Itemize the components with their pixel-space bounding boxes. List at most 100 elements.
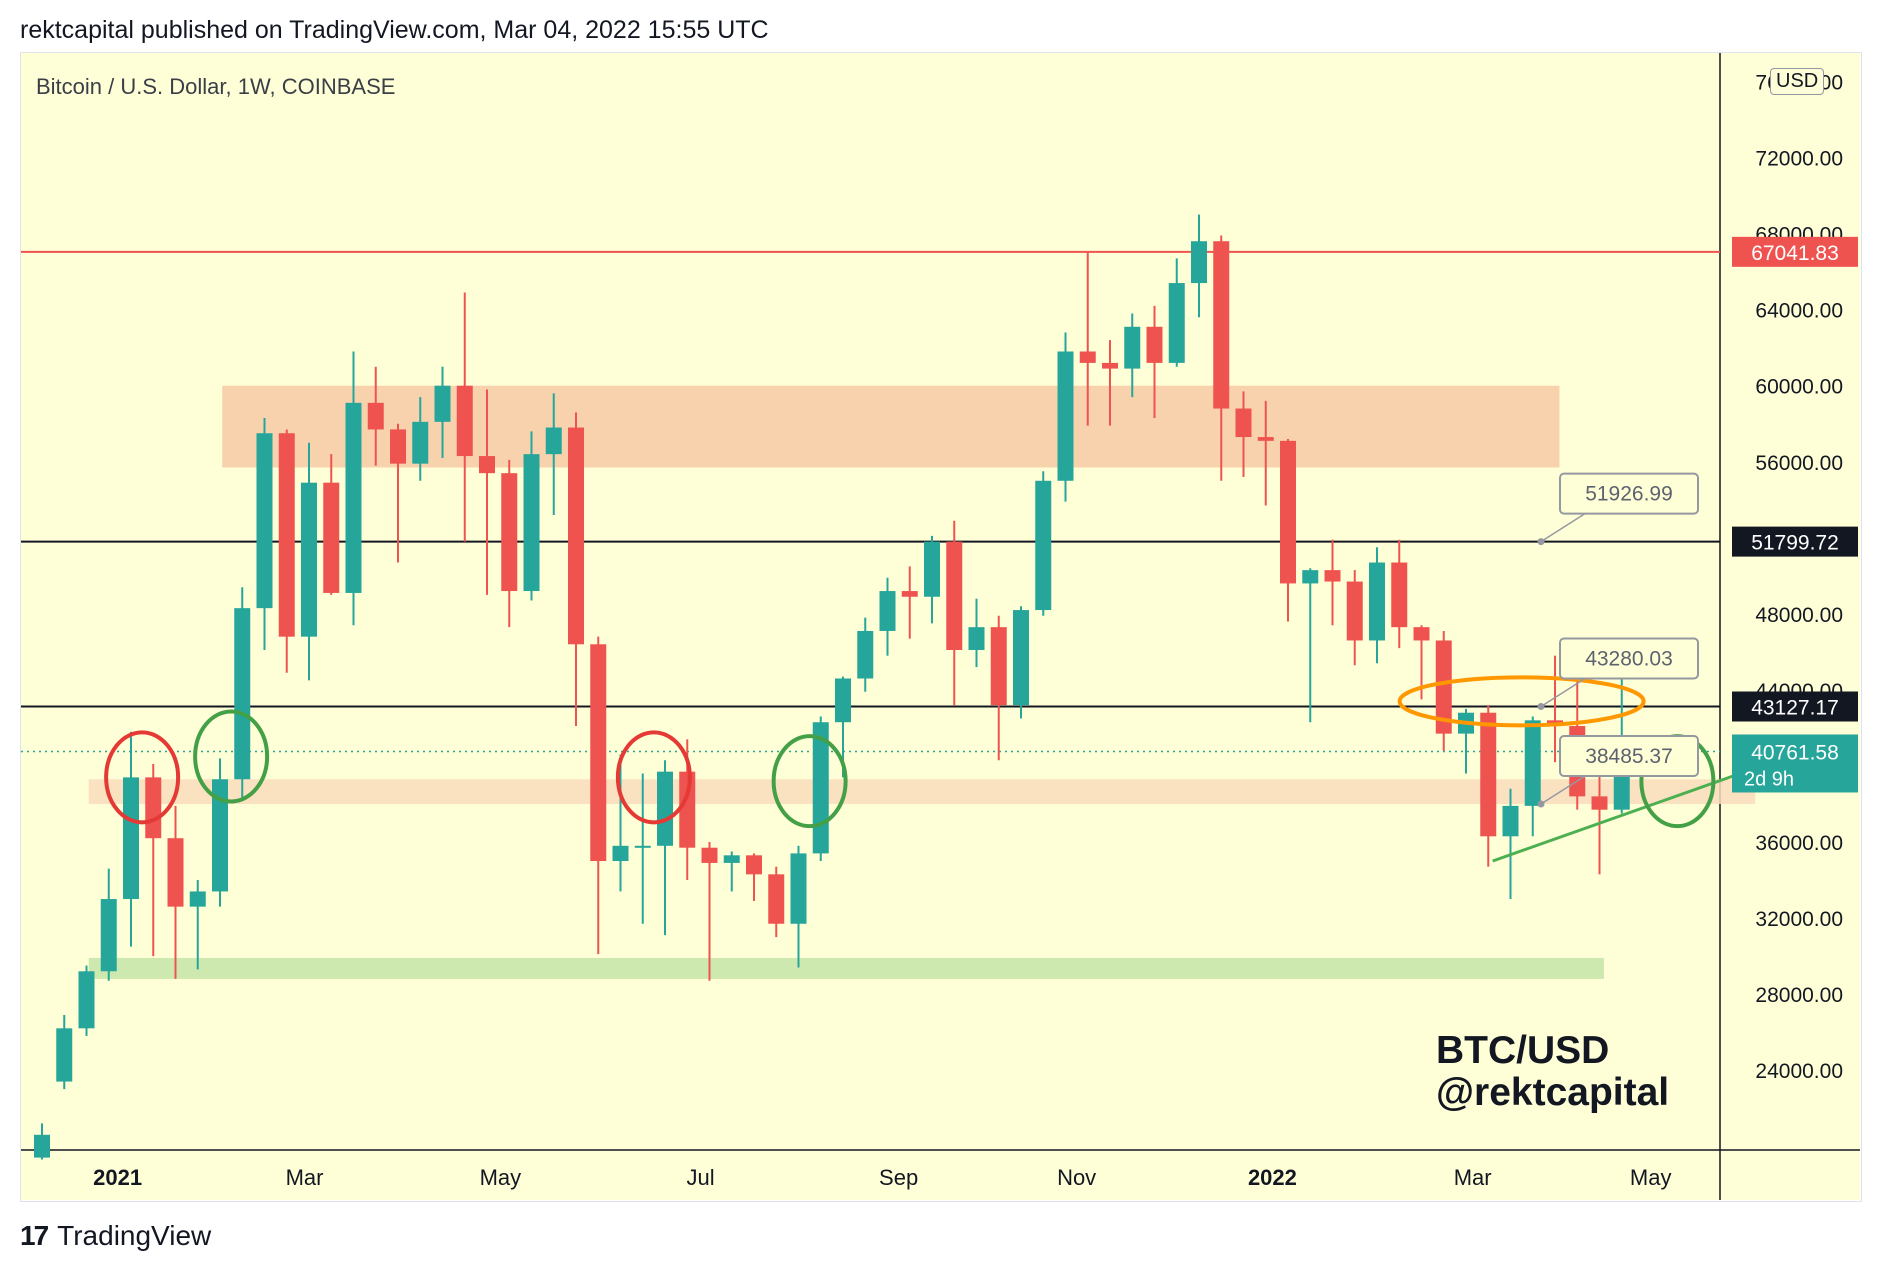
x-tick-label: Mar xyxy=(286,1165,324,1190)
candle-down xyxy=(1413,627,1430,641)
x-tick-label: Nov xyxy=(1057,1165,1096,1190)
price-axis-background xyxy=(1720,53,1860,1150)
tradingview-logo-icon: 17 xyxy=(20,1220,49,1251)
candle-up xyxy=(234,608,251,780)
candle-up xyxy=(1502,805,1519,837)
candle-down xyxy=(167,838,184,907)
footer-brand[interactable]: 17 TradingView xyxy=(20,1220,211,1252)
y-tick-label: 24000.00 xyxy=(1755,1060,1843,1083)
candle-down xyxy=(1391,562,1408,628)
circle-annotation-green xyxy=(193,709,270,804)
y-tick-label: 60000.00 xyxy=(1755,376,1843,399)
watermark-pair: BTC/USD xyxy=(1436,1029,1610,1072)
candle-up xyxy=(1369,562,1385,641)
candle-up xyxy=(1124,326,1141,369)
candle-down xyxy=(367,402,384,430)
circle-annotation-orange xyxy=(1397,675,1646,728)
chart-frame xyxy=(20,52,1862,1202)
candle-up xyxy=(612,845,629,862)
x-tick-label: Jul xyxy=(687,1165,715,1190)
candle-up xyxy=(1524,720,1541,806)
candle-up xyxy=(301,482,317,637)
candle-up xyxy=(434,385,451,422)
candle-up xyxy=(657,771,673,846)
candle-down xyxy=(1102,362,1118,369)
price-callout-box xyxy=(1559,472,1699,515)
circle-annotation-red xyxy=(615,730,692,825)
price-label-bg xyxy=(1732,236,1858,267)
candle-up xyxy=(523,454,540,592)
x-tick-label: 2021 xyxy=(93,1165,142,1190)
price-label-bg xyxy=(1732,526,1858,557)
symbol-title: Bitcoin / U.S. Dollar, 1W, COINBASE xyxy=(36,74,396,99)
candle-up xyxy=(123,777,139,900)
candle-down xyxy=(1235,408,1252,438)
candle-up xyxy=(545,427,562,455)
publish-header: rektcapital published on TradingView.com… xyxy=(20,16,769,44)
candle-down xyxy=(1480,712,1497,837)
x-tick-label: 2022 xyxy=(1248,1165,1297,1190)
countdown-label: 2d 9h xyxy=(1744,768,1794,790)
callout-anchor-dot xyxy=(1537,538,1545,546)
candle-down xyxy=(1257,437,1274,441)
y-tick-label: 56000.00 xyxy=(1755,452,1843,475)
circle-annotation-red xyxy=(104,730,181,825)
candle-up xyxy=(256,433,273,609)
candle-down xyxy=(1213,241,1230,409)
candle-down xyxy=(1435,640,1452,734)
candle-up xyxy=(78,971,95,1029)
candle-down xyxy=(768,874,785,924)
candle-down xyxy=(1280,440,1296,584)
support-zone xyxy=(88,957,1604,979)
candle-up xyxy=(56,1028,73,1082)
candle-up xyxy=(857,630,874,679)
candle-down xyxy=(1146,326,1163,363)
price-callout-label: 43280.03 xyxy=(1585,648,1673,671)
time-axis-background xyxy=(21,1150,1860,1200)
candle-up xyxy=(1168,283,1185,363)
price-label: 67041.83 xyxy=(1751,242,1839,265)
candle-down xyxy=(145,777,162,839)
mid-zone xyxy=(88,779,1756,804)
candle-down xyxy=(323,482,340,593)
y-tick-label: 32000.00 xyxy=(1755,908,1843,931)
ascending-trendline xyxy=(1492,768,1752,863)
candle-down xyxy=(946,541,963,650)
candle-down xyxy=(590,644,607,862)
candle-up xyxy=(34,1134,50,1158)
x-tick-label: Sep xyxy=(879,1165,918,1190)
candle-up xyxy=(345,402,362,593)
candle-up xyxy=(1035,480,1052,611)
watermark-author: @rektcapital xyxy=(1436,1071,1670,1114)
callout-pointer xyxy=(1540,775,1586,805)
current-price-label-bg xyxy=(1732,734,1858,793)
price-label-bg xyxy=(1732,691,1858,722)
price-label: 43127.17 xyxy=(1751,697,1839,720)
currency-selector[interactable]: USD xyxy=(1770,68,1825,95)
candle-down xyxy=(1079,351,1096,363)
candle-down xyxy=(1324,570,1341,582)
candle-up xyxy=(835,678,851,723)
candle-down xyxy=(390,429,406,464)
candle-up xyxy=(1191,241,1207,284)
callout-anchor-dot xyxy=(1537,800,1545,808)
current-price-label: 40761.58 xyxy=(1751,741,1839,764)
y-tick-label: 28000.00 xyxy=(1755,984,1843,1007)
x-tick-label: Mar xyxy=(1454,1165,1492,1190)
candle-up xyxy=(1057,351,1074,481)
candle-down xyxy=(278,433,295,637)
candle-down xyxy=(479,456,495,474)
candle-up xyxy=(1013,610,1029,706)
circle-annotation-green xyxy=(771,734,848,829)
candle-up xyxy=(723,855,740,863)
price-callout-box xyxy=(1559,734,1699,777)
callout-anchor-dot xyxy=(1537,703,1545,711)
candle-down xyxy=(990,627,1007,706)
x-tick-label: May xyxy=(1630,1165,1672,1190)
candle-down xyxy=(679,771,696,848)
candle-down xyxy=(501,473,518,592)
candle-up xyxy=(924,541,940,597)
price-label: 51799.72 xyxy=(1751,532,1839,555)
x-tick-label: May xyxy=(480,1165,522,1190)
